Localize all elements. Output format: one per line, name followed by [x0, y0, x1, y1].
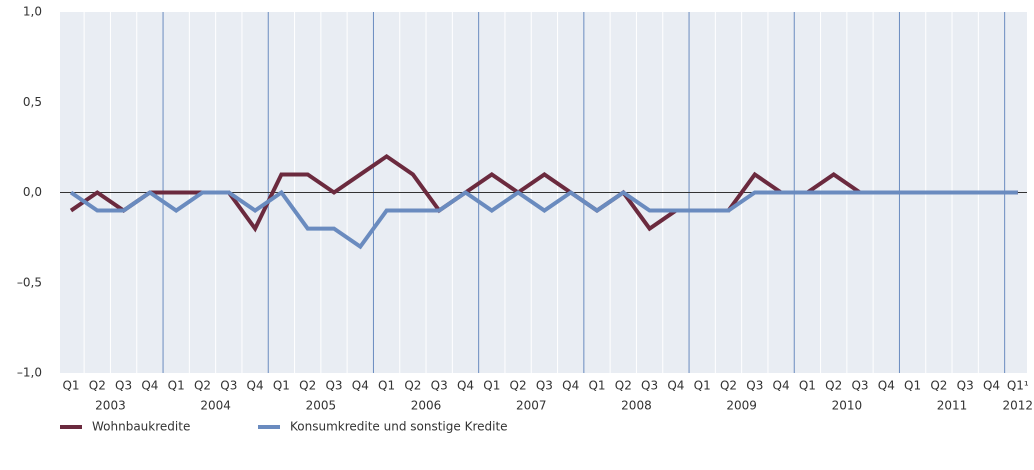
x-tick-label: Q4	[773, 379, 790, 393]
x-tick-label: Q3	[641, 379, 658, 393]
x-tick-label: Q4	[983, 379, 1000, 393]
x-tick-label: Q3	[115, 379, 132, 393]
x-tick-label: Q3	[220, 379, 237, 393]
year-label: 2006	[411, 399, 442, 413]
x-tick-label: Q1	[588, 379, 605, 393]
x-tick-label: Q1	[799, 379, 816, 393]
y-tick-label: 1,0	[23, 5, 42, 19]
x-tick-label: Q2	[299, 379, 316, 393]
x-tick-label: Q2	[510, 379, 527, 393]
x-tick-label: Q2	[615, 379, 632, 393]
x-tick-label: Q1	[694, 379, 711, 393]
x-tick-label: Q1	[168, 379, 185, 393]
x-tick-label: Q4	[247, 379, 264, 393]
x-tick-label: Q1	[273, 379, 290, 393]
year-label: 2008	[621, 399, 652, 413]
x-tick-label: Q2	[825, 379, 842, 393]
x-tick-label: Q4	[667, 379, 684, 393]
x-tick-label: Q3	[851, 379, 868, 393]
year-label: 2005	[306, 399, 337, 413]
legend-label: Konsumkredite und sonstige Kredite	[290, 420, 508, 434]
year-label: 2004	[200, 399, 231, 413]
year-label: 2011	[937, 399, 968, 413]
x-tick-label: Q1	[904, 379, 921, 393]
year-label: 2012	[1003, 399, 1034, 413]
x-tick-label: Q3	[431, 379, 448, 393]
series-line	[69, 189, 1018, 250]
x-tick-label: Q4	[352, 379, 369, 393]
x-tick-label: Q3	[746, 379, 763, 393]
x-tick-label: Q4	[562, 379, 579, 393]
x-tick-label: Q4	[457, 379, 474, 393]
y-tick-label: 0,5	[23, 95, 42, 109]
year-label: 2010	[832, 399, 863, 413]
y-tick-label: 0,0	[23, 185, 42, 199]
year-label: 2007	[516, 399, 547, 413]
x-tick-label: Q3	[536, 379, 553, 393]
x-tick-label: Q2	[89, 379, 106, 393]
x-tick-label: Q4	[141, 379, 158, 393]
x-tick-label: Q1	[62, 379, 79, 393]
x-tick-label: Q1¹	[1007, 379, 1029, 393]
x-tick-label: Q3	[957, 379, 974, 393]
x-tick-label: Q1	[378, 379, 395, 393]
x-tick-label: Q2	[930, 379, 947, 393]
x-tick-label: Q2	[720, 379, 737, 393]
x-tick-label: Q2	[194, 379, 211, 393]
year-label: 2003	[95, 399, 126, 413]
y-tick-label: –1,0	[17, 366, 42, 380]
legend-label: Wohnbaukredite	[92, 420, 190, 434]
x-tick-label: Q4	[878, 379, 895, 393]
year-label: 2009	[726, 399, 757, 413]
y-tick-label: –0,5	[17, 275, 42, 289]
x-tick-label: Q2	[404, 379, 421, 393]
x-tick-label: Q3	[325, 379, 342, 393]
x-tick-label: Q1	[483, 379, 500, 393]
